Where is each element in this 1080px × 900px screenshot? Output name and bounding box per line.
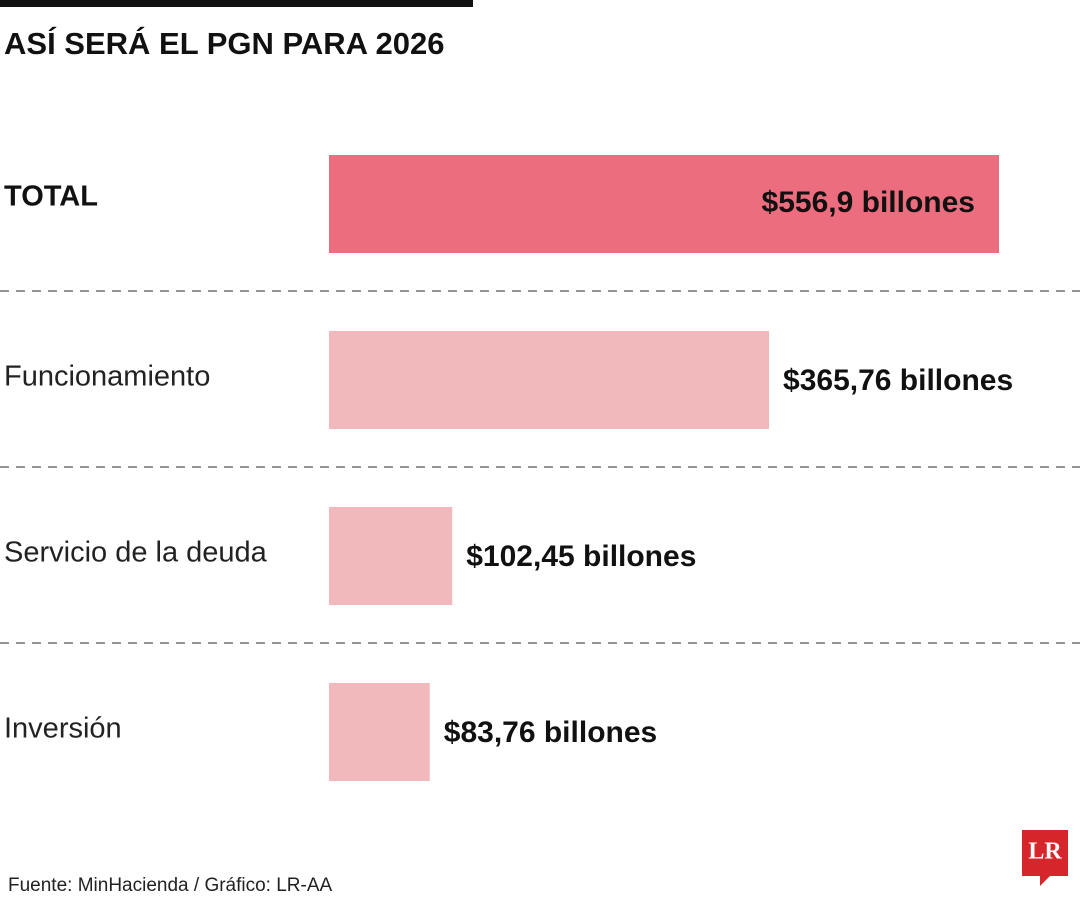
value-label: $102,45 billones (466, 540, 696, 573)
bar (329, 331, 770, 429)
title-rule (0, 0, 473, 7)
value-label: $83,76 billones (444, 716, 657, 749)
category-label: Funcionamiento (4, 361, 210, 393)
value-label: $556,9 billones (762, 186, 975, 219)
logo: LR (1022, 830, 1068, 886)
bar (329, 507, 453, 605)
category-label: TOTAL (4, 181, 98, 213)
category-label: Inversión (4, 713, 122, 745)
bar (329, 683, 430, 781)
source: Fuente: MinHacienda / Gráfico: LR-AA (8, 875, 333, 896)
logo-text: LR (1028, 839, 1062, 865)
chart-title: ASÍ SERÁ EL PGN PARA 2026 (4, 26, 444, 61)
bar (329, 155, 999, 253)
value-label: $365,76 billones (783, 364, 1013, 397)
logo-badge (1022, 830, 1068, 886)
category-label: Servicio de la deuda (4, 537, 268, 569)
